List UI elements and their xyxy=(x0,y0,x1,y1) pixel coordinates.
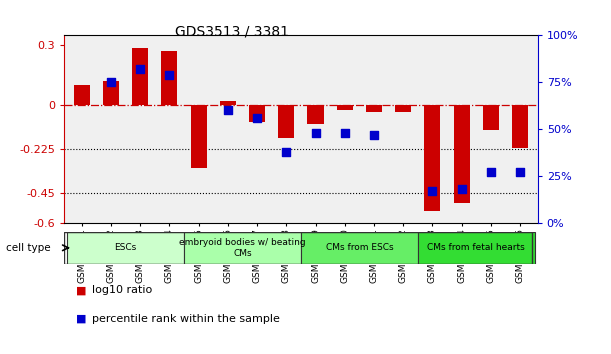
Point xyxy=(282,149,291,155)
Bar xyxy=(483,104,499,130)
Text: CMs from ESCs: CMs from ESCs xyxy=(326,243,393,252)
Point xyxy=(135,66,145,72)
Point xyxy=(340,130,349,136)
Bar xyxy=(453,104,470,203)
Text: CMs from fetal hearts: CMs from fetal hearts xyxy=(428,243,525,252)
Point xyxy=(164,72,174,78)
Bar xyxy=(132,48,148,104)
Point xyxy=(252,115,262,121)
Point xyxy=(457,187,467,192)
Point xyxy=(223,108,233,113)
Bar xyxy=(67,232,184,264)
Point xyxy=(310,130,320,136)
Text: ESCs: ESCs xyxy=(114,243,137,252)
Bar xyxy=(512,104,528,148)
Text: percentile rank within the sample: percentile rank within the sample xyxy=(92,314,279,324)
Text: embryoid bodies w/ beating
CMs: embryoid bodies w/ beating CMs xyxy=(179,238,306,257)
Bar xyxy=(425,104,441,211)
Bar xyxy=(301,232,418,264)
Bar xyxy=(366,104,382,113)
Text: ■: ■ xyxy=(76,314,87,324)
Bar xyxy=(395,104,411,113)
Point xyxy=(106,79,116,85)
Text: ■: ■ xyxy=(76,285,87,295)
Bar xyxy=(337,104,353,110)
Bar xyxy=(278,104,295,138)
Text: cell type: cell type xyxy=(6,243,51,253)
Bar xyxy=(184,232,301,264)
Point xyxy=(486,170,496,175)
Bar xyxy=(418,232,535,264)
Text: log10 ratio: log10 ratio xyxy=(92,285,152,295)
Bar xyxy=(249,104,265,122)
Bar xyxy=(103,81,119,104)
Point xyxy=(369,132,379,138)
Bar xyxy=(74,85,90,104)
Bar xyxy=(307,104,324,124)
Point xyxy=(428,188,437,194)
Bar xyxy=(161,51,177,104)
Bar xyxy=(220,101,236,104)
Text: GDS3513 / 3381: GDS3513 / 3381 xyxy=(175,25,289,39)
Bar xyxy=(191,104,207,168)
Point xyxy=(515,170,525,175)
